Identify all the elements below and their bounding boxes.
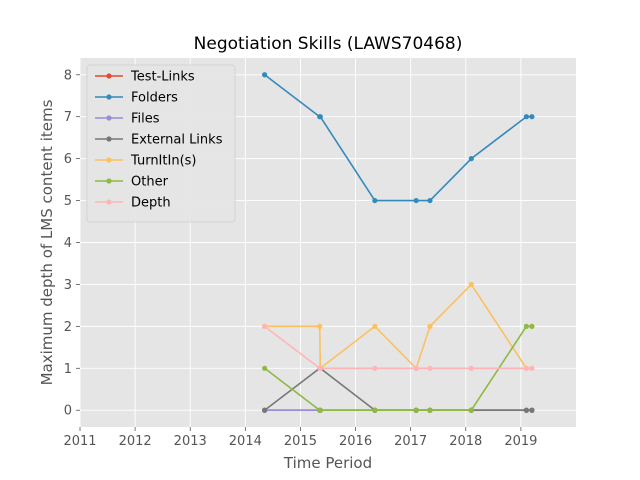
legend-item-files: Files	[95, 112, 160, 127]
data-point-other	[317, 407, 323, 413]
data-point-folders	[529, 114, 535, 120]
data-point-folders	[413, 197, 419, 204]
data-point-external-links	[262, 407, 268, 413]
legend-label: Depth	[131, 196, 171, 211]
legend-label: Test-Links	[130, 70, 195, 85]
data-point-other	[529, 323, 535, 329]
y-tick-label: 2	[64, 320, 72, 335]
legend-item-folders: Folders	[95, 91, 178, 106]
data-point-depth	[372, 365, 378, 371]
legend-box	[86, 64, 236, 223]
data-point-folders	[427, 197, 433, 204]
y-tick-label: 4	[64, 236, 72, 251]
x-tick-label: 2018	[449, 434, 482, 449]
legend: Test-Links Folders Files External Links Turn…	[86, 64, 236, 223]
data-point-depth	[262, 323, 268, 329]
x-tick-label: 2014	[229, 434, 262, 449]
legend-label: Files	[131, 112, 160, 127]
y-tick-label: 6	[64, 152, 72, 167]
y-axis-label: Maximum depth of LMS content items	[38, 99, 56, 385]
data-point-folders	[372, 197, 378, 204]
chart-title: Negotiation Skills (LAWS70468)	[194, 34, 463, 54]
data-point-depth	[523, 365, 530, 371]
legend-swatch-marker	[106, 73, 112, 79]
legend-swatch-marker	[106, 136, 112, 142]
legend-item-external-links: External Links	[95, 133, 223, 148]
legend-swatch-marker	[106, 94, 112, 100]
data-point-folders	[468, 156, 474, 162]
data-point-other	[523, 323, 530, 329]
legend-swatch-marker	[106, 199, 112, 205]
y-tick-label: 5	[64, 194, 72, 209]
legend-swatch-marker	[106, 115, 112, 121]
x-tick-label: 2017	[394, 434, 427, 449]
legend-label: Folders	[131, 91, 178, 106]
legend-label: TurnItIn(s)	[130, 154, 196, 169]
data-point-folders	[262, 72, 268, 78]
data-point-external-links	[523, 407, 530, 413]
data-point-depth	[427, 365, 433, 371]
data-point-other	[427, 407, 433, 413]
x-tick-label: 2012	[119, 434, 152, 449]
x-tick-label: 2016	[339, 434, 372, 449]
y-tick-label: 1	[64, 362, 72, 377]
data-point-external-links	[529, 407, 535, 413]
legend-item-turnitin-s: TurnItIn(s)	[95, 154, 196, 169]
x-tick-label: 2019	[504, 434, 537, 449]
y-tick-label: 7	[64, 110, 72, 125]
data-point-turnitin-s	[468, 281, 474, 288]
axes: 2011 2012 2013 2014 2015 2016 2017 2018 2019 0 1 2 3…	[63, 68, 537, 449]
x-tick-label: 2015	[284, 434, 317, 449]
y-tick-label: 8	[64, 68, 72, 83]
series-layer	[262, 72, 535, 413]
legend-item-other: Other	[95, 175, 169, 190]
series-folders	[262, 72, 535, 204]
series-depth	[262, 323, 535, 371]
data-point-folders	[523, 114, 530, 120]
data-point-folders	[317, 114, 323, 120]
data-point-other	[372, 407, 378, 413]
x-tick-label: 2011	[63, 434, 96, 449]
data-point-other	[468, 407, 474, 413]
x-axis-label: Time Period	[283, 454, 372, 472]
series-other	[262, 323, 535, 413]
legend-label: Other	[131, 175, 169, 190]
data-point-depth	[317, 365, 323, 371]
data-point-depth	[413, 365, 419, 371]
legend-item-depth: Depth	[95, 196, 171, 211]
data-point-turnitin-s	[372, 323, 378, 329]
data-point-turnitin-s	[317, 323, 323, 329]
data-point-other	[262, 365, 268, 371]
legend-item-test-links: Test-Links	[95, 70, 195, 85]
data-point-depth	[529, 365, 535, 371]
data-point-other	[413, 407, 419, 413]
x-tick-label: 2013	[174, 434, 207, 449]
y-tick-label: 3	[64, 278, 72, 293]
legend-swatch-marker	[106, 157, 112, 163]
legend-label: External Links	[131, 133, 223, 148]
legend-swatch-marker	[106, 178, 112, 184]
y-tick-label: 0	[64, 404, 72, 419]
data-point-depth	[468, 365, 474, 371]
data-point-turnitin-s	[427, 323, 433, 329]
